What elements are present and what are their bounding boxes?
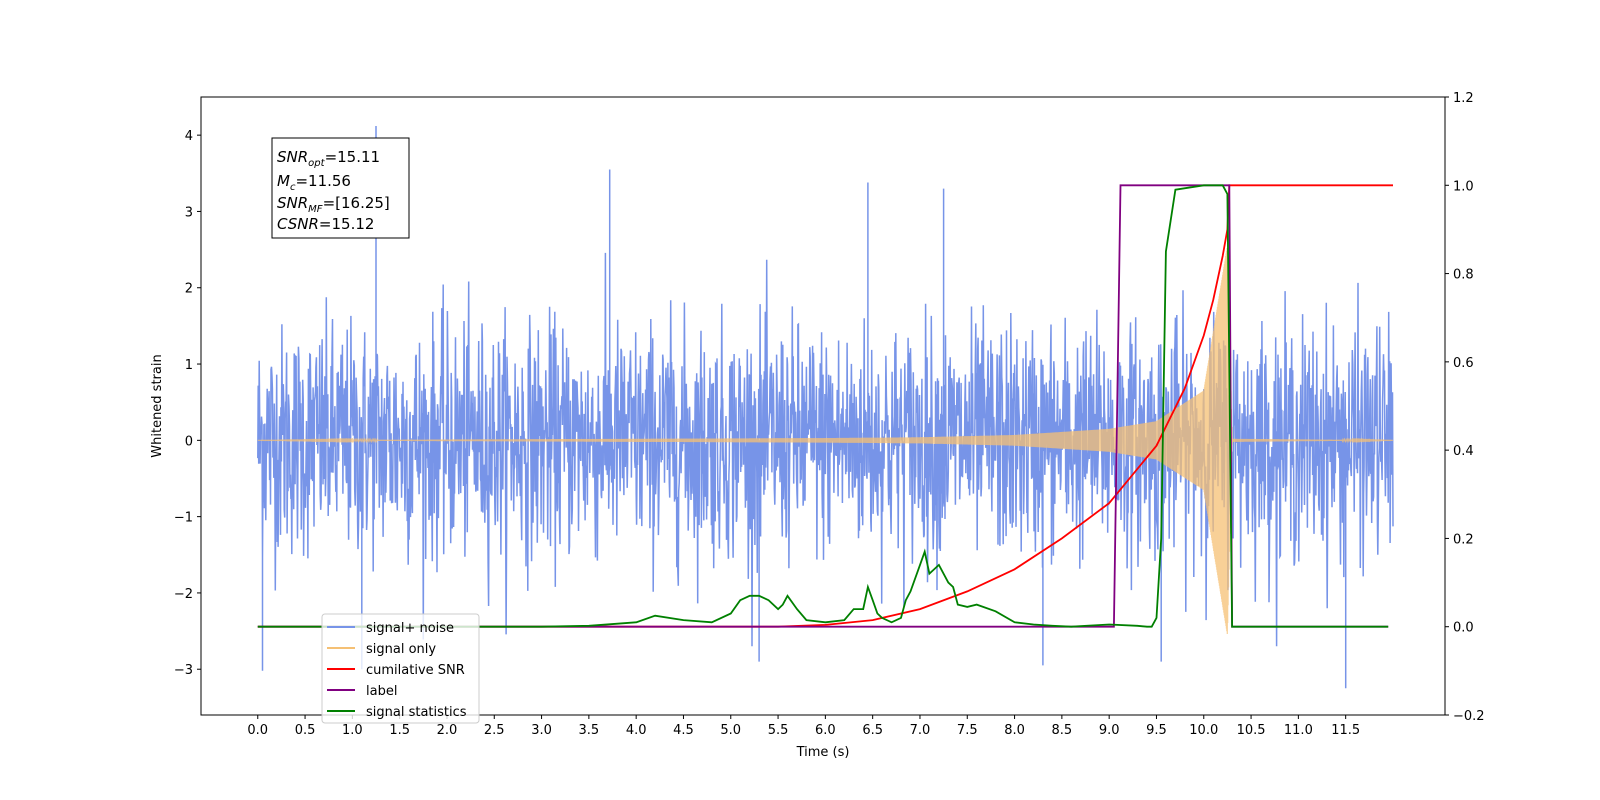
x-tick-label: 6.0 [815, 723, 836, 738]
x-tick-label: 1.0 [342, 723, 363, 738]
x-tick-label: 4.5 [673, 723, 694, 738]
legend-label: signal statistics [366, 705, 467, 720]
y-tick-label: 2 [185, 282, 193, 297]
y-tick-label: −2 [174, 587, 193, 602]
x-axis-ticks: 0.0 0.5 1.0 1.5 2.0 2.5 3.0 3.5 4.0 4.5 5.0 5.5 6.0 6… [247, 715, 1360, 738]
x-tick-label: 8.5 [1052, 723, 1073, 738]
y2-tick-label: 0.8 [1453, 268, 1474, 283]
legend-label: label [366, 684, 397, 699]
y2-tick-label: −0.2 [1453, 709, 1485, 724]
y-tick-label: 4 [185, 129, 193, 144]
x-tick-label: 3.0 [531, 723, 552, 738]
annotation-snr-mf: SNRMF=[16.25] [277, 194, 390, 215]
x-tick-label: 5.5 [768, 723, 789, 738]
y2-tick-label: 0.6 [1453, 356, 1474, 371]
y-axis-ticks: −3 −2 −1 0 1 2 3 4 [174, 129, 201, 678]
annotation-csnr: CSNR=15.12 [277, 215, 374, 233]
annotation-snr-opt: SNRopt=15.11 [277, 148, 380, 169]
y2-tick-label: 1.0 [1453, 179, 1474, 194]
x-tick-label: 11.0 [1284, 723, 1313, 738]
y2-tick-label: 0.0 [1453, 621, 1474, 636]
legend: signal+ noise signal only cumilative SNR la… [321, 613, 480, 724]
x-tick-label: 1.5 [389, 723, 410, 738]
y-tick-label: 0 [185, 434, 193, 449]
x-tick-label: 4.0 [626, 723, 647, 738]
series-cumilative-snr-line [257, 184, 1393, 628]
stats-annotation: SNRopt=15.11 Mc=11.56 SNRMF=[16.25] CSNR… [271, 137, 410, 239]
plot-frame [200, 96, 1446, 716]
series-signal-statistics-line [257, 184, 1389, 628]
x-axis-label: Time (s) [796, 745, 850, 760]
y2-tick-label: 1.2 [1453, 91, 1474, 106]
x-tick-label: 9.0 [1099, 723, 1120, 738]
annotation-box [271, 137, 410, 239]
y2-tick-label: 0.4 [1453, 444, 1474, 459]
x-tick-label: 7.0 [910, 723, 931, 738]
y-tick-label: 1 [185, 358, 193, 373]
legend-label: cumilative SNR [366, 663, 465, 678]
y2-axis-ticks: −0.2 0.0 0.2 0.4 0.6 0.8 1.0 1.2 [1445, 91, 1485, 724]
x-tick-label: 2.5 [484, 723, 505, 738]
legend-label: signal only [366, 642, 436, 657]
y2-tick-label: 0.2 [1453, 532, 1474, 547]
x-tick-label: 8.0 [1004, 723, 1025, 738]
x-tick-label: 6.5 [862, 723, 883, 738]
y-tick-label: 3 [185, 205, 193, 220]
y-axis-label: Whitened strain [150, 354, 165, 457]
legend-box [321, 613, 480, 724]
x-tick-label: 2.0 [437, 723, 458, 738]
x-tick-label: 0.5 [295, 723, 316, 738]
x-tick-label: 11.5 [1331, 723, 1360, 738]
x-tick-label: 9.5 [1146, 723, 1167, 738]
x-tick-label: 7.5 [957, 723, 978, 738]
x-tick-label: 10.0 [1189, 723, 1218, 738]
legend-label: signal+ noise [366, 621, 454, 636]
y-tick-label: −1 [174, 511, 193, 526]
series-signal-only-line [257, 247, 1393, 635]
y-tick-label: −3 [174, 663, 193, 678]
series-layer [257, 126, 1394, 689]
x-tick-label: 0.0 [247, 723, 268, 738]
annotation-mc: Mc=11.56 [277, 172, 351, 193]
x-tick-label: 5.0 [720, 723, 741, 738]
x-tick-label: 3.5 [579, 723, 600, 738]
x-tick-label: 10.5 [1237, 723, 1266, 738]
